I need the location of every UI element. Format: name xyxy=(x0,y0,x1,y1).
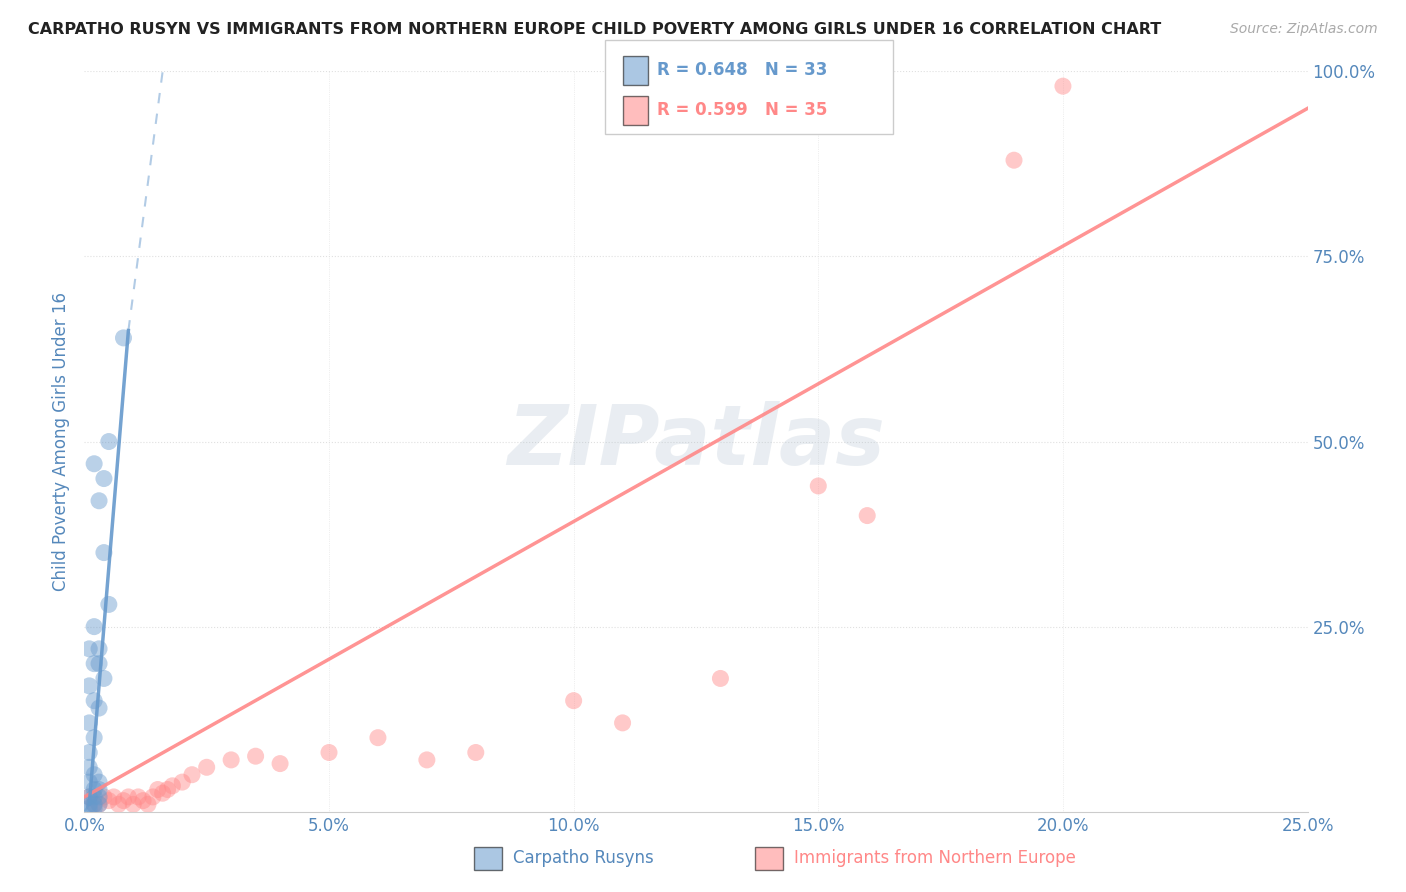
Point xyxy=(117,789,139,804)
Point xyxy=(83,797,105,812)
Point xyxy=(83,782,105,797)
Point xyxy=(142,789,165,804)
Point xyxy=(562,694,585,708)
Point xyxy=(172,775,194,789)
Point xyxy=(77,715,100,730)
Point xyxy=(87,797,110,812)
Point xyxy=(93,672,115,686)
Point xyxy=(93,546,115,560)
Point xyxy=(87,797,110,812)
Point xyxy=(87,493,110,508)
Point xyxy=(93,789,115,804)
Point xyxy=(612,715,634,730)
Point xyxy=(132,794,155,808)
Point xyxy=(709,672,731,686)
Point xyxy=(1002,153,1025,168)
Point xyxy=(77,746,100,760)
Point xyxy=(856,508,879,523)
Point xyxy=(77,789,100,804)
Point xyxy=(93,471,115,485)
Text: ZIPatlas: ZIPatlas xyxy=(508,401,884,482)
Point xyxy=(807,479,830,493)
Point xyxy=(103,789,125,804)
Point xyxy=(77,775,100,789)
Point xyxy=(83,694,105,708)
Point xyxy=(464,746,486,760)
Text: Carpatho Rusyns: Carpatho Rusyns xyxy=(513,849,654,867)
Point xyxy=(83,731,105,745)
Point xyxy=(83,797,105,812)
Point xyxy=(146,782,169,797)
Point xyxy=(1052,79,1074,94)
Point xyxy=(77,679,100,693)
Text: R = 0.599   N = 35: R = 0.599 N = 35 xyxy=(657,101,827,119)
Point xyxy=(77,797,100,812)
Point xyxy=(152,786,174,800)
Point xyxy=(87,782,110,797)
Point xyxy=(195,760,218,774)
Point xyxy=(219,753,242,767)
Point xyxy=(87,701,110,715)
Point xyxy=(318,746,340,760)
Point xyxy=(112,331,135,345)
Point xyxy=(97,598,120,612)
Point xyxy=(107,797,129,812)
Point xyxy=(87,657,110,671)
Point xyxy=(269,756,291,771)
Point xyxy=(112,794,135,808)
Point xyxy=(367,731,389,745)
Point xyxy=(83,657,105,671)
Point xyxy=(83,619,105,633)
Point xyxy=(181,767,204,781)
Point xyxy=(77,789,100,804)
Point xyxy=(122,797,145,812)
Point xyxy=(83,789,105,804)
Text: CARPATHO RUSYN VS IMMIGRANTS FROM NORTHERN EUROPE CHILD POVERTY AMONG GIRLS UNDE: CARPATHO RUSYN VS IMMIGRANTS FROM NORTHE… xyxy=(28,22,1161,37)
Text: Immigrants from Northern Europe: Immigrants from Northern Europe xyxy=(794,849,1076,867)
Y-axis label: Child Poverty Among Girls Under 16: Child Poverty Among Girls Under 16 xyxy=(52,292,70,591)
Point xyxy=(83,801,105,815)
Point xyxy=(77,641,100,656)
Point xyxy=(162,779,184,793)
Point xyxy=(77,760,100,774)
Text: Source: ZipAtlas.com: Source: ZipAtlas.com xyxy=(1230,22,1378,37)
Point xyxy=(416,753,439,767)
Point xyxy=(97,434,120,449)
Point xyxy=(97,794,120,808)
Point xyxy=(87,641,110,656)
Point xyxy=(245,749,267,764)
Point xyxy=(83,457,105,471)
Point xyxy=(127,789,149,804)
Point xyxy=(77,801,100,815)
Point xyxy=(156,782,179,797)
Text: R = 0.648   N = 33: R = 0.648 N = 33 xyxy=(657,61,827,78)
Point xyxy=(83,767,105,781)
Point xyxy=(87,789,110,804)
Point xyxy=(87,775,110,789)
Point xyxy=(136,797,159,812)
